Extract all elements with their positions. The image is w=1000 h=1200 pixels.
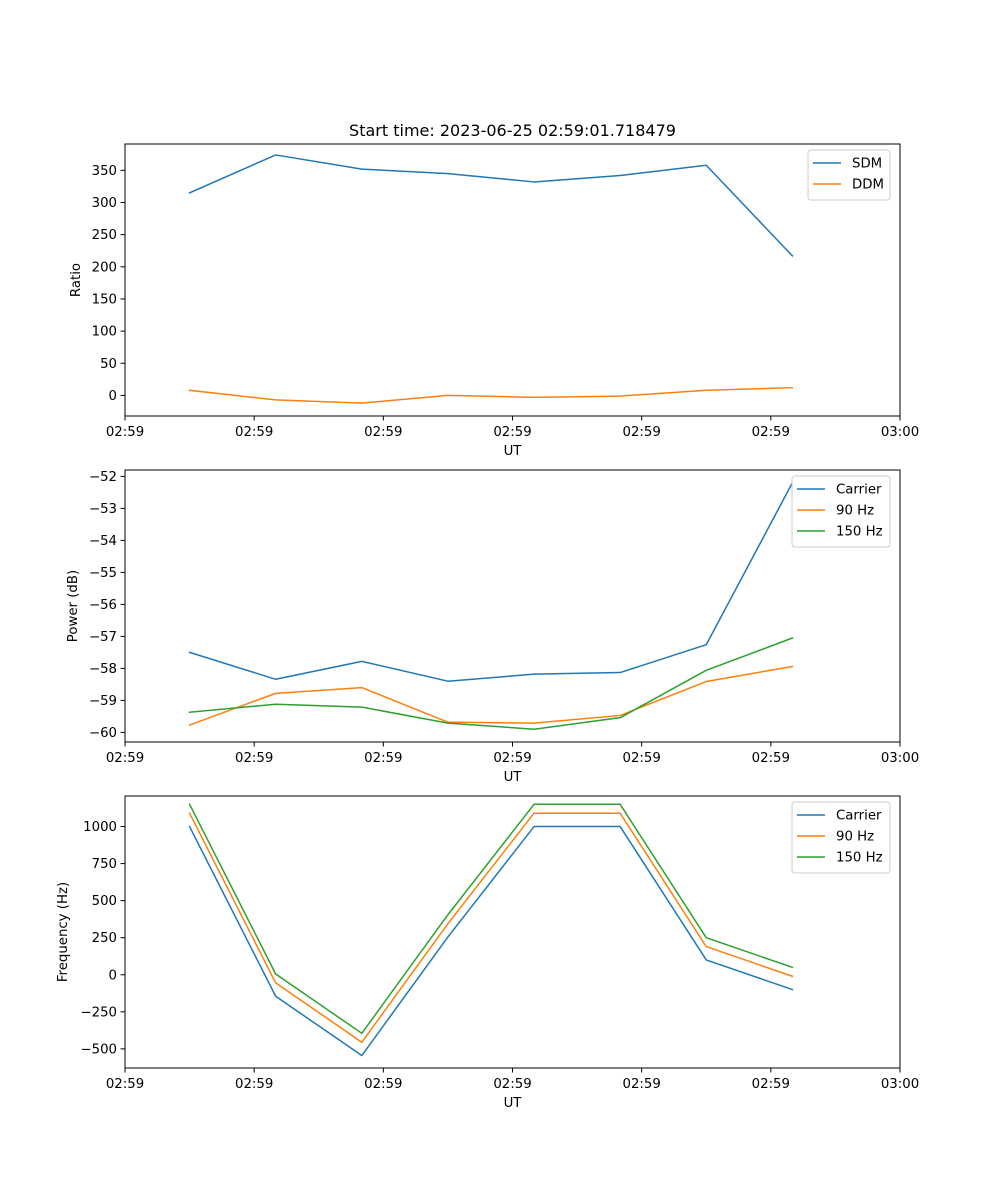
x-tick-label: 02:59	[364, 1077, 402, 1092]
x-tick-label: 02:59	[364, 425, 402, 440]
series-line-3	[188, 803, 794, 1035]
y-tick-label: −56	[89, 598, 117, 613]
x-tick-label: 02:59	[623, 1077, 661, 1092]
x-axis-label: UT	[504, 1096, 523, 1111]
x-tick-label: 02:59	[493, 1077, 531, 1092]
x-tick-label: 02:59	[235, 425, 273, 440]
y-tick-label: 100	[92, 325, 117, 340]
x-tick-label: 02:59	[493, 425, 531, 440]
y-axis-label: Power (dB)	[66, 570, 81, 642]
y-tick-label: −54	[89, 534, 117, 549]
chart-panel-3: 02:59 02:59 02:59 02:59 02:59 02:59 03:00 −500 −…	[56, 795, 919, 1111]
y-tick-label: 150	[92, 292, 117, 307]
legend: Carrier 90 Hz 150 Hz	[791, 475, 891, 548]
legend-label: 90 Hz	[836, 830, 874, 845]
y-tick-label: 350	[92, 164, 117, 179]
x-tick-label: 02:59	[235, 1077, 273, 1092]
legend-label: 90 Hz	[836, 504, 874, 519]
legend-label: SDM	[852, 157, 882, 172]
y-tick-label: 50	[100, 357, 117, 372]
series-line-3	[188, 637, 794, 730]
legend-label: Carrier	[836, 809, 882, 824]
figure-title: Start time: 2023-06-25 02:59:01.718479	[349, 121, 676, 140]
y-tick-label: −500	[80, 1042, 117, 1057]
legend: Carrier 90 Hz 150 Hz	[791, 801, 891, 874]
series-line-1	[188, 481, 794, 682]
x-tick-label: 02:59	[106, 751, 144, 766]
y-tick-label: 500	[92, 894, 117, 909]
y-tick-label: −55	[89, 566, 117, 581]
panels: 02:59 02:59 02:59 02:59 02:59 02:59 03:00 0 50 10…	[56, 143, 919, 1111]
y-tick-label: −57	[89, 630, 117, 645]
y-tick-label: 750	[92, 857, 117, 872]
legend-box	[791, 475, 891, 548]
chart-panel-2: 02:59 02:59 02:59 02:59 02:59 02:59 03:00 −60 −5…	[66, 469, 919, 785]
y-tick-label: 300	[92, 196, 117, 211]
y-tick-label: 250	[92, 931, 117, 946]
legend-label: DDM	[852, 178, 884, 193]
x-axis-label: UT	[504, 444, 523, 459]
legend-label: 150 Hz	[836, 851, 883, 866]
y-axis-label: Ratio	[69, 263, 84, 297]
legend: SDM DDM	[807, 149, 891, 201]
x-tick-label: 02:59	[623, 425, 661, 440]
y-tick-label: −60	[89, 726, 117, 741]
y-tick-label: 1000	[83, 820, 117, 835]
y-tick-label: −250	[80, 1005, 117, 1020]
y-tick-label: −59	[89, 694, 117, 709]
x-tick-label: 02:59	[364, 751, 402, 766]
y-tick-label: −53	[89, 502, 117, 517]
y-tick-label: −52	[89, 470, 117, 485]
x-axis-label: UT	[504, 770, 523, 785]
y-tick-label: 0	[109, 389, 117, 404]
x-tick-label: 03:00	[881, 751, 919, 766]
series-line-1	[188, 154, 794, 257]
y-tick-label: 250	[92, 228, 117, 243]
y-tick-label: 200	[92, 260, 117, 275]
series-line-2	[188, 812, 794, 1043]
x-tick-label: 02:59	[752, 1077, 790, 1092]
x-tick-label: 02:59	[623, 751, 661, 766]
legend-box	[791, 801, 891, 874]
x-tick-label: 02:59	[752, 425, 790, 440]
series-line-2	[188, 386, 794, 404]
y-axis-label: Frequency (Hz)	[56, 882, 71, 982]
series-line-2	[188, 665, 794, 727]
legend-label: 150 Hz	[836, 525, 883, 540]
x-tick-label: 02:59	[235, 751, 273, 766]
x-tick-label: 02:59	[493, 751, 531, 766]
legend-label: Carrier	[836, 483, 882, 498]
x-tick-label: 03:00	[881, 1077, 919, 1092]
x-tick-label: 02:59	[106, 425, 144, 440]
x-tick-label: 02:59	[752, 751, 790, 766]
y-tick-label: 0	[109, 968, 117, 983]
chart-panel-1: 02:59 02:59 02:59 02:59 02:59 02:59 03:00 0 50 10…	[69, 143, 919, 459]
x-tick-label: 02:59	[106, 1077, 144, 1092]
series-line-1	[188, 825, 794, 1057]
x-tick-label: 03:00	[881, 425, 919, 440]
y-tick-label: −58	[89, 662, 117, 677]
